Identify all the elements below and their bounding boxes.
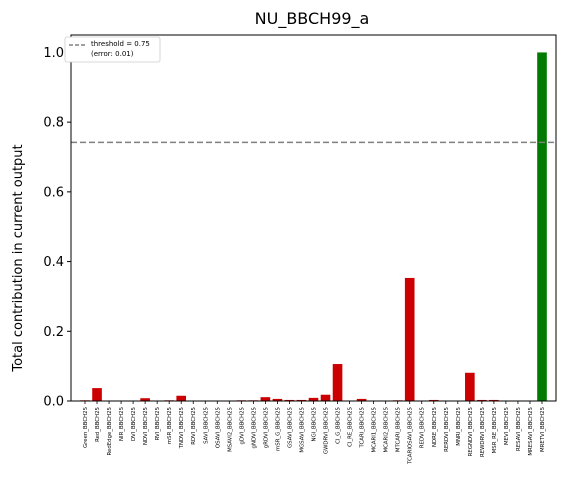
bar-Red_BBCH25: [92, 388, 102, 401]
chart-title: NU_BBCH99_a: [255, 9, 370, 29]
x-tick-label: NDVI_BBCH25: [143, 407, 149, 445]
x-tick-label: MCARI2_BBCH25: [384, 407, 390, 453]
bar-NDRE_BBCH25: [428, 399, 439, 401]
legend-box: [64, 36, 161, 63]
x-tick-label: SAVI_BBCH25: [203, 407, 209, 444]
x-tick-label: RESAVI_BBCH25: [516, 407, 522, 451]
bar-MSR_RE_BBCH25: [489, 399, 499, 401]
x-tick-label: OSAVI_BBCH25: [215, 407, 221, 448]
x-tick-label: REGNDVI_BBCH25: [468, 407, 474, 456]
x-tick-label: MNRI_BBCH25: [456, 407, 462, 446]
legend-label: threshold = 0.75: [91, 40, 150, 48]
bar-GWDRVI_BBCH25: [320, 394, 331, 401]
x-tick-label: gNDVI_BBCH25: [251, 407, 257, 448]
legend-error-label: (error: 0.01): [91, 50, 134, 58]
plot-area: 0.0 0.2 0.4 0.6 0.8 1.0 Green_BBCH25 Red_BBCH25…: [43, 34, 557, 465]
x-tick-label: Red_BBCH25: [95, 407, 101, 442]
y-tick-label: 0.6: [43, 185, 64, 200]
bar-REWDRVI_BBCH25: [477, 399, 487, 401]
x-tick-label: TNDVI_BBCH25: [179, 407, 185, 449]
bar-NGI_BBCH25: [308, 397, 319, 401]
x-tick-label: RDVI_BBCH25: [191, 407, 197, 445]
x-tick-label: MTCARI_BBCH25: [396, 407, 402, 452]
x-tick-label: GSAVI_BBCH25: [287, 407, 293, 448]
x-tick-label: mSR_BBCH25: [167, 407, 173, 444]
bar-NDVI_BBCH25: [140, 398, 150, 401]
x-tick-label: NDRE_BBCH25: [432, 407, 438, 447]
y-tick-label: 0.2: [43, 325, 64, 340]
bar-TCARIOSAVI_BBCH25: [404, 277, 415, 401]
x-tick-label: MRESAVI_BBCH25: [528, 407, 534, 456]
x-tick-label: TCARIOSAVI_BBCH25: [408, 407, 414, 465]
axes-frame: [70, 34, 557, 402]
x-tick-label: MRETVI_BBCH25: [540, 407, 546, 452]
x-tick-label: CI_G_BBCH25: [336, 407, 342, 444]
x-tick-label: RedEdge_BBCH25: [107, 407, 113, 455]
y-tick-label: 0.4: [43, 255, 64, 270]
bar-REGNDVI_BBCH25: [465, 372, 475, 401]
x-tick-label: RVI_BBCH25: [155, 407, 161, 440]
x-tick-label: DVI_BBCH25: [131, 407, 137, 441]
x-tick-label: REDVI_BBCH25: [420, 407, 426, 448]
y-tick-label: 1.0: [43, 46, 64, 61]
x-tick-label: NGI_BBCH25: [312, 407, 318, 441]
bar-TNDVI_BBCH25: [176, 395, 187, 401]
bar-mSR_G_BBCH25: [272, 398, 283, 401]
x-tick-label: mSR_G_BBCH25: [275, 407, 281, 451]
x-tick-label: gDVI_BBCH25: [239, 407, 245, 444]
bar-CI_G_BBCH25: [332, 364, 343, 401]
bar-MRETVI_BBCH25: [537, 52, 547, 402]
bar-TCARI_BBCH25: [356, 398, 367, 401]
bar-GSAVI_BBCH25: [284, 399, 295, 401]
x-tick-label: MEVI_BBCH25: [504, 407, 510, 445]
x-tick-label: REWDRVI_BBCH25: [480, 407, 486, 457]
y-tick-label: 0.8: [43, 116, 64, 131]
x-tick-label: gRDVI_BBCH25: [263, 407, 269, 448]
x-tick-label: GWDRVI_BBCH25: [324, 407, 330, 454]
x-tick-label: MGSAVI_BBCH25: [299, 407, 305, 453]
x-tick-label: TCARI_BBCH25: [360, 407, 366, 448]
x-tick-label: NIR_BBCH25: [119, 407, 125, 441]
x-tick-label: RERDVI_BBCH25: [444, 407, 450, 452]
x-tick-label: MCARI1_BBCH25: [372, 407, 378, 453]
y-axis-label: Total contribution in current output: [11, 144, 26, 372]
x-tick-label: Green_BBCH25: [83, 407, 89, 448]
y-tick-label: 0.0: [43, 395, 64, 410]
x-tick-label: MSR_RE_BBCH25: [492, 407, 498, 453]
x-tick-label: CI_RE_BBCH25: [348, 407, 354, 447]
bar-gRDVI_BBCH25: [260, 397, 271, 401]
x-tick-label: MSAVI2_BBCH25: [227, 407, 233, 452]
bar-MGSAVI_BBCH25: [296, 399, 307, 401]
